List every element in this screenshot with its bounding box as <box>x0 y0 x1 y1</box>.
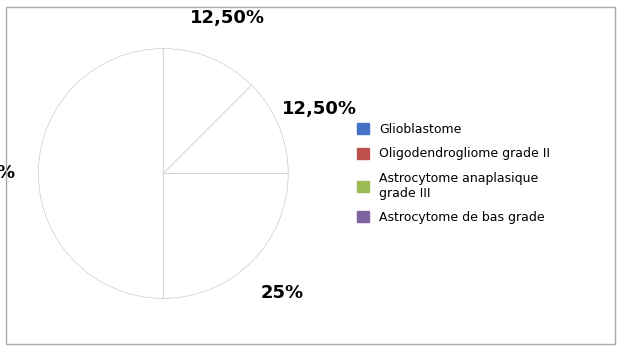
Text: 12,50%: 12,50% <box>281 100 357 118</box>
Wedge shape <box>163 174 288 298</box>
Text: 50%: 50% <box>0 164 16 183</box>
Wedge shape <box>38 49 163 298</box>
Text: 12,50%: 12,50% <box>190 9 265 27</box>
Legend: Glioblastome, Oligodendrogliome grade II, Astrocytome anaplasique
grade III, Ast: Glioblastome, Oligodendrogliome grade II… <box>350 117 556 230</box>
Wedge shape <box>163 85 288 174</box>
Text: 25%: 25% <box>261 284 304 302</box>
Wedge shape <box>163 49 252 174</box>
